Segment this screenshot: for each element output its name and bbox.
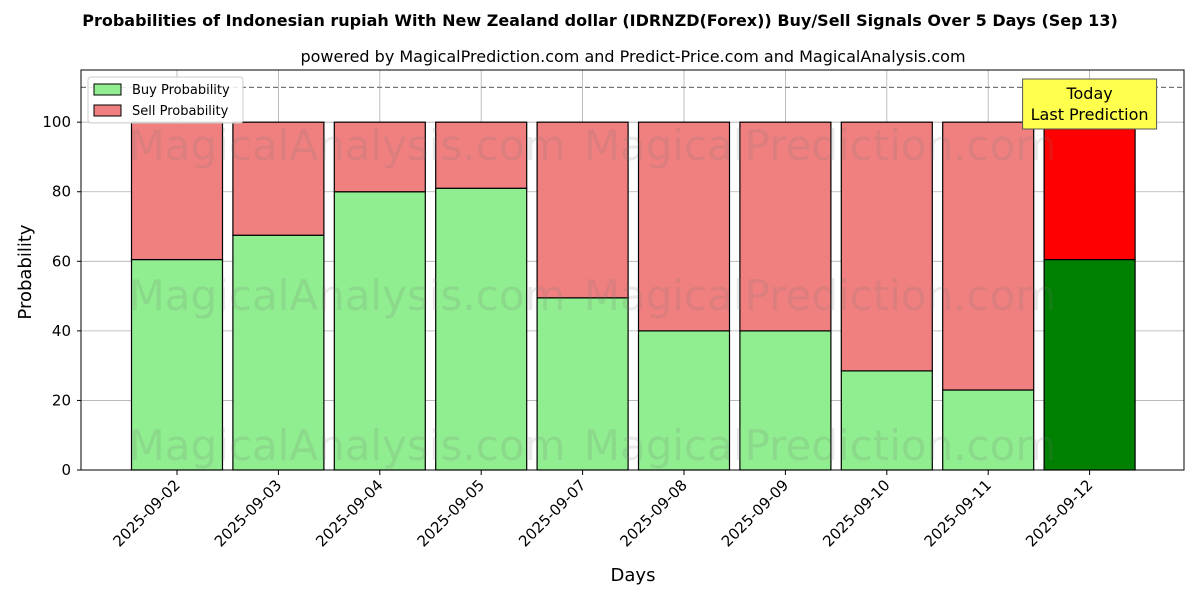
buy-bar — [637, 330, 731, 471]
sell-bar — [840, 121, 933, 372]
x-tick-label: 2025-09-12 — [1022, 476, 1096, 550]
sell-bar — [1043, 121, 1136, 261]
x-tick-label: 2025-09-07 — [515, 476, 589, 550]
buy-bar — [130, 258, 224, 471]
watermark-text: MagicalAnalysis.com — [129, 271, 566, 320]
annotation-line: Last Prediction — [1031, 105, 1149, 124]
watermark-text: MagicalAnalysis.com — [129, 421, 566, 470]
x-tick-label: 2025-09-05 — [414, 476, 488, 550]
buy-bar — [1043, 258, 1136, 471]
watermark-text: MagicalPrediction.com — [584, 421, 1057, 470]
sell-bar — [942, 121, 1035, 391]
bars — [130, 121, 1136, 471]
legend-swatch — [93, 83, 122, 96]
x-tick-label: 2025-09-02 — [109, 476, 183, 550]
legend: Buy Probability Sell Probability — [87, 76, 244, 124]
x-tick-label: 2025-09-11 — [921, 476, 995, 550]
x-tick-label: 2025-09-10 — [819, 476, 893, 550]
annotation-line: Today — [1065, 84, 1112, 103]
buy-bar — [840, 370, 933, 471]
sell-bar — [333, 121, 426, 193]
x-tick-label: 2025-09-04 — [312, 476, 386, 550]
buy-bar — [739, 330, 832, 471]
legend-label: Sell Probability — [132, 104, 229, 119]
sell-bar — [637, 121, 731, 332]
annotation-box — [1022, 78, 1158, 130]
sell-bar — [435, 121, 528, 189]
today-annotation: Today Last Prediction — [1022, 78, 1158, 130]
watermarks: MagicalAnalysis.com MagicalPrediction.com… — [129, 121, 1057, 470]
buy-bar — [536, 297, 629, 471]
y-axis-label: Probability — [15, 224, 36, 319]
x-tick-label: 2025-09-09 — [718, 476, 792, 550]
sell-bar — [130, 121, 224, 261]
watermark-text: MagicalPrediction.com — [584, 271, 1057, 320]
chart-subtitle: powered by MagicalPrediction.com and Pre… — [300, 47, 965, 66]
y-tick-label: 0 — [61, 461, 71, 479]
sell-bar — [536, 121, 629, 299]
legend-box — [87, 76, 244, 124]
y-tick-label: 60 — [52, 252, 71, 270]
watermark-text: MagicalAnalysis.com — [129, 121, 566, 170]
x-tick-label: 2025-09-08 — [616, 476, 690, 550]
buy-bar — [333, 191, 426, 471]
buy-bar — [942, 389, 1035, 471]
legend-label: Buy Probability — [132, 83, 230, 98]
buy-bar — [435, 187, 528, 471]
y-tick-label: 80 — [52, 183, 71, 201]
chart-title: Probabilities of Indonesian rupiah With … — [82, 11, 1118, 30]
legend-swatch — [93, 104, 122, 117]
plot-frame — [80, 69, 1185, 471]
watermark-text: MagicalPrediction.com — [584, 121, 1057, 170]
x-axis-label: Days — [611, 565, 656, 586]
sell-bar — [232, 121, 325, 236]
y-tick-label: 100 — [42, 113, 71, 131]
sell-bar — [739, 121, 832, 332]
y-tick-label: 40 — [52, 322, 71, 340]
x-tick-label: 2025-09-03 — [211, 476, 285, 550]
y-tick-label: 20 — [52, 391, 71, 409]
